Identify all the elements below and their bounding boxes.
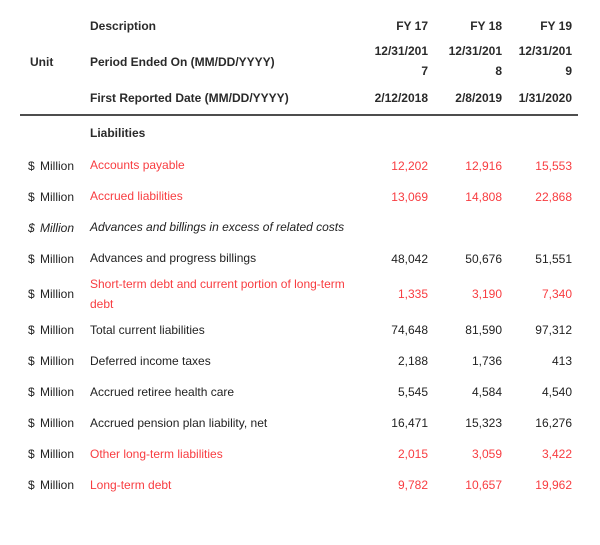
period-ended-fy17: 12/31/2017 bbox=[360, 42, 432, 82]
unit-cell: Million bbox=[40, 354, 75, 369]
fy17-column-header: FY 17 bbox=[396, 19, 428, 33]
value-fy18: 4,584 bbox=[471, 385, 502, 400]
table-row: $ Million Advances and billings in exces… bbox=[20, 212, 578, 243]
period-ended-fy18-value: 12/31/2018 bbox=[448, 44, 502, 78]
fy19-column-header: FY 19 bbox=[540, 19, 572, 33]
row-description: Accrued pension plan liability, net bbox=[90, 416, 268, 431]
value-fy18: 12,916 bbox=[465, 158, 502, 173]
table-row: $ Million Short-term debt and current po… bbox=[20, 274, 578, 315]
fy18-column-header: FY 18 bbox=[470, 19, 502, 33]
value-fy17: 12,202 bbox=[391, 158, 428, 173]
currency-cell: $ bbox=[28, 354, 35, 369]
row-description: Deferred income taxes bbox=[90, 354, 211, 369]
value-fy17: 2,015 bbox=[397, 447, 428, 462]
row-description: Advances and billings in excess of relat… bbox=[90, 220, 345, 235]
value-fy18: 14,808 bbox=[465, 189, 502, 204]
table-row: $ Million Accrued liabilities 13,069 14,… bbox=[20, 181, 578, 212]
row-description: Long-term debt bbox=[90, 478, 172, 493]
row-description: Other long-term liabilities bbox=[90, 447, 223, 462]
financial-statement-table: Description FY 17 FY 18 FY 19 Unit Perio… bbox=[20, 0, 578, 501]
value-fy18: 81,590 bbox=[465, 323, 502, 338]
currency-cell: $ bbox=[28, 416, 35, 431]
value-fy18: 3,190 bbox=[471, 287, 502, 302]
row-description: Advances and progress billings bbox=[90, 251, 257, 266]
value-fy17: 16,471 bbox=[391, 416, 428, 431]
row-description: Accounts payable bbox=[90, 158, 185, 173]
value-fy17: 74,648 bbox=[391, 323, 428, 338]
first-reported-fy17: 2/12/2018 bbox=[374, 90, 428, 105]
value-fy17: 9,782 bbox=[397, 478, 428, 493]
first-reported-fy19: 1/31/2020 bbox=[518, 90, 572, 105]
section-title: Liabilities bbox=[90, 126, 146, 140]
value-fy19: 413 bbox=[551, 354, 572, 369]
currency-cell: $ bbox=[28, 251, 35, 266]
period-ended-fy17-value: 12/31/2017 bbox=[374, 44, 428, 78]
unit-cell: Million bbox=[40, 385, 75, 400]
period-ended-fy19: 12/31/2019 bbox=[506, 42, 578, 82]
value-fy19: 97,312 bbox=[535, 323, 572, 338]
table-row: $ Million Other long-term liabilities 2,… bbox=[20, 439, 578, 470]
unit-cell: Million bbox=[40, 447, 75, 462]
unit-cell: Million bbox=[40, 251, 75, 266]
unit-cell: Million bbox=[40, 189, 75, 204]
value-fy17: 13,069 bbox=[391, 189, 428, 204]
unit-cell: Million bbox=[40, 158, 75, 173]
table-header: Description FY 17 FY 18 FY 19 Unit Perio… bbox=[20, 10, 578, 113]
value-fy17: 48,042 bbox=[391, 251, 428, 266]
value-fy19: 15,553 bbox=[535, 158, 572, 173]
header-row-description: Description FY 17 FY 18 FY 19 bbox=[20, 10, 578, 42]
unit-cell: Million bbox=[40, 287, 75, 302]
table-row: $ Million Accrued pension plan liability… bbox=[20, 408, 578, 439]
row-description: Total current liabilities bbox=[90, 323, 205, 338]
unit-cell: Million bbox=[40, 220, 75, 235]
table-row: $ Million Advances and progress billings… bbox=[20, 243, 578, 274]
period-ended-fy19-value: 12/31/2019 bbox=[518, 44, 572, 78]
currency-cell: $ bbox=[28, 478, 35, 493]
value-fy17: 2,188 bbox=[397, 354, 428, 369]
value-fy19: 16,276 bbox=[535, 416, 572, 431]
unit-cell: Million bbox=[40, 323, 75, 338]
currency-cell: $ bbox=[28, 220, 35, 235]
unit-cell: Million bbox=[40, 416, 75, 431]
currency-cell: $ bbox=[28, 323, 35, 338]
value-fy18: 15,323 bbox=[465, 416, 502, 431]
currency-cell: $ bbox=[28, 287, 35, 302]
value-fy19: 19,962 bbox=[535, 478, 572, 493]
value-fy18: 50,676 bbox=[465, 251, 502, 266]
header-divider bbox=[20, 114, 578, 116]
currency-cell: $ bbox=[28, 189, 35, 204]
header-row-period-ended: Unit Period Ended On (MM/DD/YYYY) 12/31/… bbox=[20, 42, 578, 82]
row-description: Accrued retiree health care bbox=[90, 385, 235, 400]
unit-cell: Million bbox=[40, 478, 75, 493]
first-reported-label: First Reported Date (MM/DD/YYYY) bbox=[90, 90, 289, 105]
value-fy17: 1,335 bbox=[397, 287, 428, 302]
row-description: Accrued liabilities bbox=[90, 189, 183, 204]
first-reported-fy18: 2/8/2019 bbox=[455, 90, 502, 105]
value-fy18: 10,657 bbox=[465, 478, 502, 493]
value-fy17: 5,545 bbox=[397, 385, 428, 400]
table-row: $ Million Total current liabilities 74,6… bbox=[20, 315, 578, 346]
table-row: $ Million Accounts payable 12,202 12,916… bbox=[20, 150, 578, 181]
value-fy19: 3,422 bbox=[541, 447, 572, 462]
value-fy19: 4,540 bbox=[541, 385, 572, 400]
period-ended-label: Period Ended On (MM/DD/YYYY) bbox=[90, 55, 275, 69]
section-row: Liabilities bbox=[20, 116, 578, 150]
table-row: $ Million Deferred income taxes 2,188 1,… bbox=[20, 346, 578, 377]
currency-cell: $ bbox=[28, 447, 35, 462]
value-fy19: 51,551 bbox=[535, 251, 572, 266]
description-column-header: Description bbox=[90, 19, 157, 33]
value-fy18: 1,736 bbox=[471, 354, 502, 369]
value-fy18: 3,059 bbox=[471, 447, 502, 462]
period-ended-fy18: 12/31/2018 bbox=[432, 42, 506, 82]
header-row-first-reported: First Reported Date (MM/DD/YYYY) 2/12/20… bbox=[20, 82, 578, 113]
table-row: $ Million Accrued retiree health care 5,… bbox=[20, 377, 578, 408]
unit-column-header: Unit bbox=[30, 55, 54, 69]
value-fy19: 7,340 bbox=[541, 287, 572, 302]
row-description: Short-term debt and current portion of l… bbox=[90, 277, 345, 312]
table-row: $ Million Long-term debt 9,782 10,657 19… bbox=[20, 470, 578, 501]
currency-cell: $ bbox=[28, 158, 35, 173]
value-fy19: 22,868 bbox=[535, 189, 572, 204]
currency-cell: $ bbox=[28, 385, 35, 400]
